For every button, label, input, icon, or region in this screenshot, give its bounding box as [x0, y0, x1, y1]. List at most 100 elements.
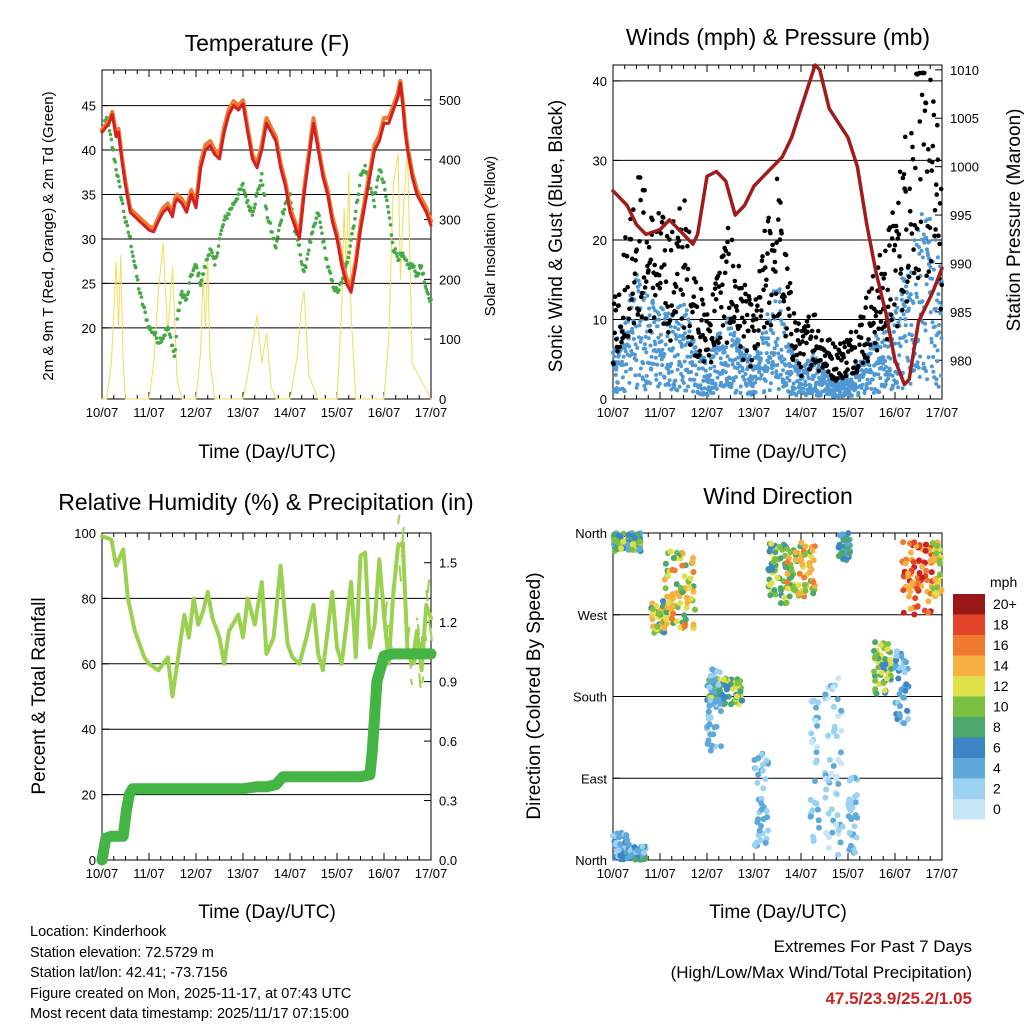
- gust-point: [626, 316, 632, 322]
- direction-point: [663, 616, 670, 623]
- gust-point: [867, 342, 873, 348]
- direction-point: [708, 742, 715, 749]
- dewpoint-point: [306, 252, 310, 256]
- gust-point: [907, 186, 912, 191]
- direction-point: [737, 688, 744, 695]
- sonic-wind-point: [931, 355, 936, 359]
- sonic-wind-point: [777, 299, 782, 304]
- sonic-wind-point: [723, 360, 728, 365]
- gust-point: [840, 375, 845, 381]
- direction-point: [690, 555, 696, 561]
- dewpoint-point: [179, 292, 183, 297]
- direction-point: [669, 615, 675, 622]
- sonic-wind-point: [881, 361, 886, 366]
- direction-point: [813, 704, 820, 711]
- gust-point: [763, 265, 768, 270]
- sonic-wind-point: [758, 351, 763, 356]
- direction-point: [814, 722, 821, 729]
- direction-point: [711, 689, 718, 696]
- gust-point: [854, 368, 860, 374]
- dewpoint-point: [205, 257, 210, 262]
- gust-point: [876, 326, 881, 332]
- gust-point: [835, 376, 840, 381]
- x-tick-label: 15/07: [832, 866, 865, 881]
- direction-point: [729, 686, 736, 692]
- direction-point: [670, 610, 677, 617]
- sonic-wind-point: [807, 376, 811, 381]
- direction-point: [833, 773, 840, 780]
- gust-point: [910, 144, 915, 150]
- direction-point: [872, 686, 879, 693]
- direction-point: [898, 653, 905, 660]
- sonic-wind-point: [908, 381, 913, 386]
- sonic-wind-point: [715, 375, 720, 380]
- sonic-wind-point: [648, 343, 653, 348]
- sonic-wind-point: [733, 357, 738, 362]
- gust-point: [740, 299, 745, 304]
- direction-point: [661, 629, 668, 636]
- dewpoint-point: [389, 233, 394, 237]
- gust-point: [768, 230, 773, 236]
- sonic-wind-point: [675, 335, 679, 339]
- gust-point: [734, 304, 739, 309]
- gust-point: [724, 340, 730, 346]
- sonic-wind-point: [898, 336, 903, 341]
- gust-point: [770, 242, 775, 248]
- sonic-wind-point: [805, 372, 810, 376]
- direction-point: [782, 600, 789, 607]
- sonic-wind-point: [639, 336, 644, 341]
- dewpoint-point: [352, 224, 356, 228]
- y2-tick-label: 1.5: [439, 556, 457, 571]
- dewpoint-point: [119, 198, 124, 202]
- direction-title: Wind Direction: [703, 483, 853, 509]
- gust-point: [908, 222, 914, 227]
- x-tick-label: 16/07: [368, 405, 401, 420]
- gust-point: [773, 269, 778, 274]
- direction-point: [684, 599, 691, 606]
- gust-point: [743, 291, 748, 297]
- direction-point: [907, 605, 914, 612]
- direction-point: [681, 612, 688, 619]
- legend-swatch: [953, 778, 985, 799]
- direction-point: [683, 604, 690, 611]
- sonic-wind-point: [801, 386, 806, 391]
- gust-point: [783, 252, 789, 258]
- direction-point: [900, 539, 907, 546]
- sonic-wind-point: [935, 348, 940, 353]
- gust-point: [722, 270, 728, 276]
- sonic-wind-point: [912, 238, 917, 243]
- direction-point: [835, 756, 842, 763]
- gust-point: [742, 282, 748, 288]
- sonic-wind-point: [773, 299, 778, 304]
- direction-point: [712, 698, 719, 705]
- y2-tick-label: 0.3: [439, 794, 457, 809]
- gust-point: [813, 335, 819, 340]
- direction-point: [756, 827, 763, 834]
- sonic-wind-point: [685, 354, 690, 359]
- sonic-wind-point: [859, 385, 864, 390]
- sonic-wind-point: [932, 343, 937, 348]
- dewpoint-point: [253, 202, 257, 207]
- dewpoint-point: [126, 230, 131, 235]
- gust-point: [897, 169, 903, 175]
- relative-humidity-line: [100, 534, 433, 699]
- sonic-wind-point: [633, 373, 638, 378]
- gust-point: [731, 319, 736, 324]
- dewpoint-point: [345, 260, 350, 265]
- gust-point: [750, 324, 755, 330]
- direction-point: [837, 839, 844, 846]
- sonic-wind-point: [651, 305, 656, 310]
- sonic-wind-point: [861, 372, 866, 377]
- sonic-wind-point: [871, 390, 876, 395]
- direction-point: [663, 609, 670, 615]
- direction-point: [806, 569, 813, 576]
- direction-point: [825, 732, 832, 739]
- gust-point: [772, 259, 778, 265]
- direction-point: [911, 611, 918, 618]
- gust-point: [641, 275, 647, 280]
- direction-point: [871, 668, 877, 675]
- gust-point: [791, 311, 797, 316]
- sonic-wind-point: [636, 278, 641, 283]
- sonic-wind-point: [860, 382, 865, 387]
- dewpoint-point: [117, 179, 121, 183]
